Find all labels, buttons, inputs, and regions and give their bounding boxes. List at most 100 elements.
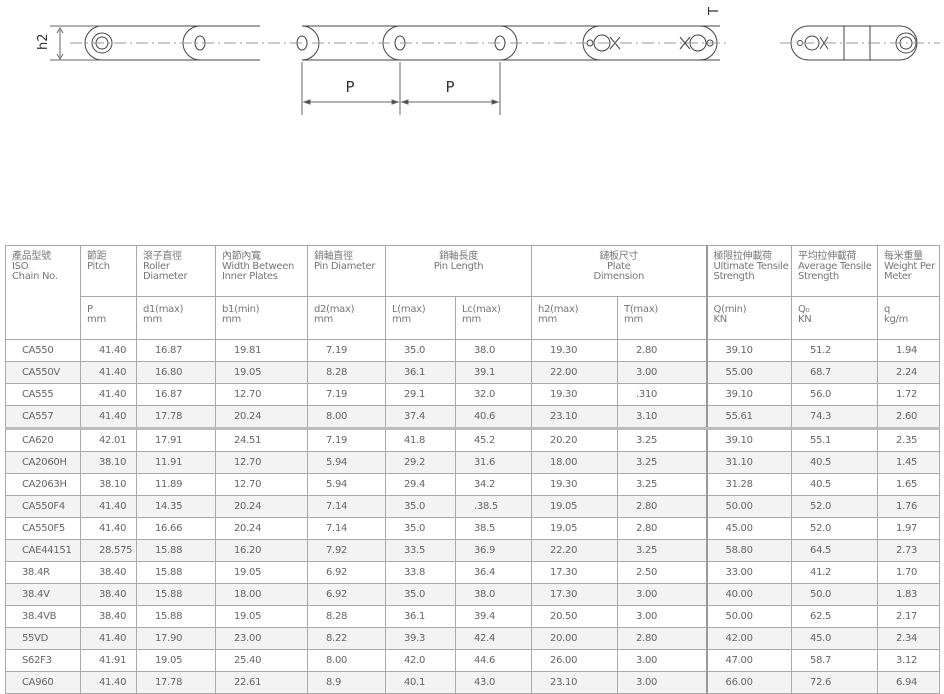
table-cell: 6.92 (307, 561, 386, 584)
table-cell: 40.1 (385, 671, 456, 694)
chain-no-cell: 38.4V (5, 583, 81, 606)
table-cell: 35.0 (385, 517, 456, 540)
table-row: CA550V 41.40 16.80 19.05 8.28 36.1 39.1 22.00 3.… (5, 361, 941, 384)
table-cell: 50.00 (705, 605, 793, 628)
table-cell: 3.25 (617, 427, 708, 452)
table-cell: 42.0 (385, 649, 456, 672)
table-cell: 1.65 (877, 473, 941, 496)
table-cell: 20.24 (215, 495, 308, 518)
table-cell: 42.4 (454, 627, 533, 650)
chain-no-cell: S62F3 (5, 649, 81, 672)
header-unit: d2(max) mm (307, 296, 386, 340)
table-cell: 41.40 (80, 405, 137, 429)
table-cell: 41.2 (791, 561, 879, 584)
header-unit: h2(max) mm (531, 296, 619, 340)
table-cell: 6.92 (307, 583, 386, 606)
table-cell: 38.40 (80, 605, 137, 628)
chain-no-cell: CAE44151 (5, 539, 81, 562)
table-cell: 20.24 (215, 517, 308, 540)
chain-no-cell: 55VD (5, 627, 81, 650)
chain-no-cell: 38.4R (5, 561, 81, 584)
table-cell: 1.70 (877, 561, 941, 584)
table-cell: 38.10 (80, 473, 137, 496)
table-cell: 19.81 (215, 339, 308, 362)
table-cell: 17.90 (136, 627, 216, 650)
table-cell: 36.1 (385, 361, 456, 384)
table-cell: 19.05 (215, 605, 308, 628)
table-cell: 20.50 (531, 605, 619, 628)
table-cell: 68.7 (791, 361, 879, 384)
table-cell: 31.10 (705, 451, 793, 474)
table-row: CA2063H 38.10 11.89 12.70 5.94 29.4 34.2 19.30 3… (5, 473, 941, 496)
table-cell: 52.0 (791, 517, 879, 540)
table-cell: 40.6 (454, 405, 533, 429)
table-cell: 17.30 (531, 561, 619, 584)
chain-no-cell: CA555 (5, 383, 81, 406)
pitch-label-2: P (445, 78, 454, 96)
table-cell: 16.20 (215, 539, 308, 562)
chain-spec-table: 產品型號 ISO Chain No. 節距 Pitch 滾子直徑 Roller Diamete… (5, 245, 941, 694)
pitch-label-1: P (345, 78, 354, 96)
table-cell: 22.00 (531, 361, 619, 384)
table-cell: 12.70 (215, 451, 308, 474)
table-cell: 41.8 (385, 427, 456, 452)
table-cell: 22.61 (215, 671, 308, 694)
header-group: 每米重量 Weight Per Meter (877, 245, 941, 297)
table-cell: 42.00 (705, 627, 793, 650)
table-cell: 2.17 (877, 605, 941, 628)
table-cell: 19.30 (531, 339, 619, 362)
table-cell: 38.5 (454, 517, 533, 540)
table-cell: 8.28 (307, 361, 386, 384)
header-group: 內節內寬 Width Between Inner Plates (215, 245, 308, 297)
table-row: 38.4R 38.40 15.88 19.05 6.92 33.8 36.4 17.30 2.5… (5, 561, 941, 584)
table-cell: 35.0 (385, 583, 456, 606)
table-cell: 23.10 (531, 405, 619, 429)
table-cell: 55.1 (791, 427, 879, 452)
header-unit: q kg/m (877, 296, 941, 340)
table-cell: 56.0 (791, 383, 879, 406)
header-unit: d1(max) mm (136, 296, 216, 340)
table-cell: 31.28 (705, 473, 793, 496)
chain-drawing: h2 T P P (36, 7, 940, 115)
table-cell: 7.14 (307, 517, 386, 540)
table-cell: 22.20 (531, 539, 619, 562)
table-cell: 1.83 (877, 583, 941, 606)
table-cell: 39.1 (454, 361, 533, 384)
table-cell: 55.61 (705, 405, 793, 429)
table-cell: 45.00 (705, 517, 793, 540)
table-row: CA960 41.40 17.78 22.61 8.9 40.1 43.0 23.10 3.00… (5, 671, 941, 694)
table-cell: 35.0 (385, 339, 456, 362)
table-cell: 17.78 (136, 405, 216, 429)
chain-no-cell: CA2063H (5, 473, 81, 496)
table-cell: 39.10 (705, 339, 793, 362)
table-cell: 40.5 (791, 451, 879, 474)
table-cell: 8.9 (307, 671, 386, 694)
table-cell: 40.00 (705, 583, 793, 606)
table-cell: 41.40 (80, 627, 137, 650)
table-cell: 33.5 (385, 539, 456, 562)
table-cell: 12.70 (215, 473, 308, 496)
table-cell: 33.8 (385, 561, 456, 584)
table-cell: 19.30 (531, 383, 619, 406)
table-cell: .38.5 (454, 495, 533, 518)
header-group: 節距 Pitch (80, 245, 137, 297)
table-cell: 41.91 (80, 649, 137, 672)
table-cell: 3.25 (617, 539, 708, 562)
table-cell: 2.80 (617, 495, 708, 518)
table-cell: 16.87 (136, 383, 216, 406)
table-cell: 17.30 (531, 583, 619, 606)
table-cell: 34.2 (454, 473, 533, 496)
table-cell: 74.3 (791, 405, 879, 429)
table-cell: 12.70 (215, 383, 308, 406)
table-cell: 1.97 (877, 517, 941, 540)
table-cell: 15.88 (136, 583, 216, 606)
table-cell: 39.10 (705, 427, 793, 452)
table-cell: 3.00 (617, 671, 708, 694)
table-cell: 8.00 (307, 405, 386, 429)
table-cell: 36.1 (385, 605, 456, 628)
table-cell: 2.60 (877, 405, 941, 429)
table-cell: 38.0 (454, 583, 533, 606)
table-cell: 2.34 (877, 627, 941, 650)
chain-no-cell: CA2060H (5, 451, 81, 474)
table-cell: 24.51 (215, 427, 308, 452)
